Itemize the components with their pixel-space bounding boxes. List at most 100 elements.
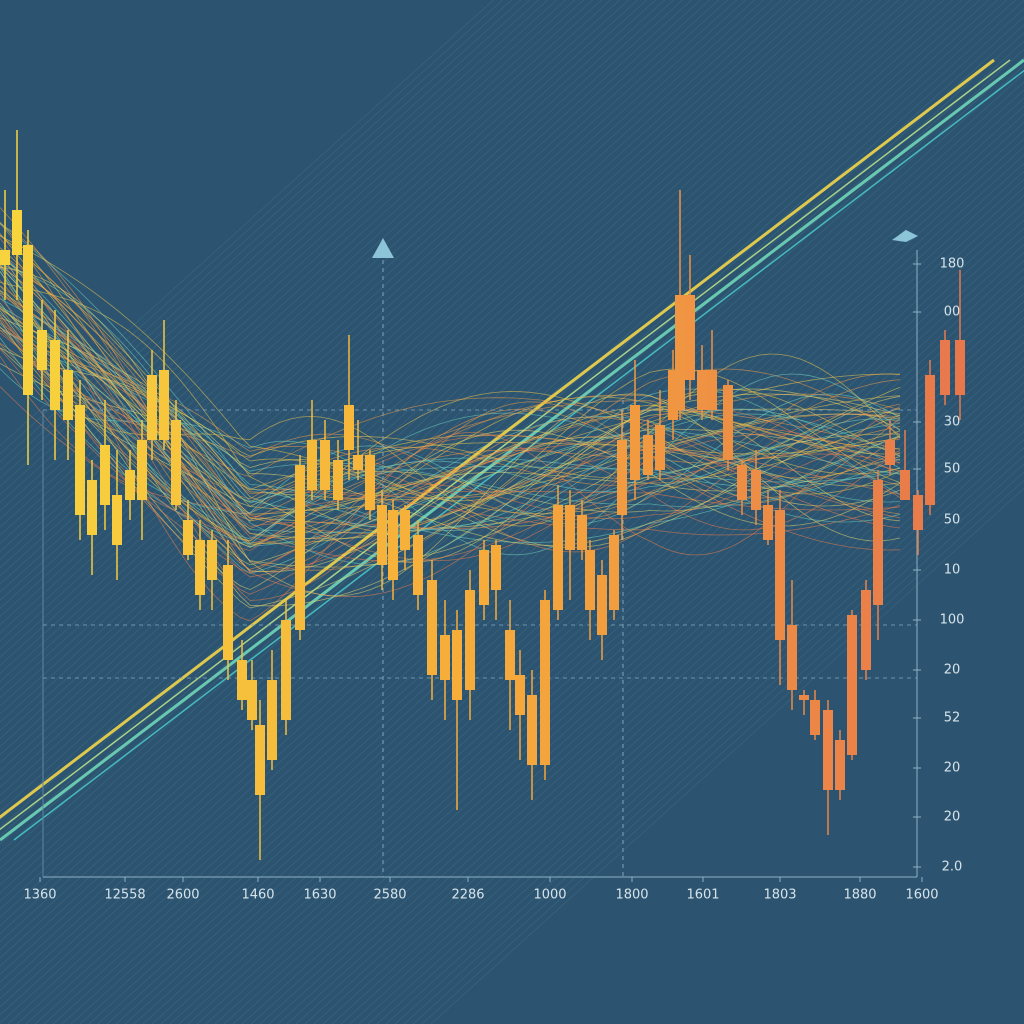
candle-body (137, 440, 147, 500)
hatch-line (295, 365, 1024, 1024)
y-tick-label: 100 (940, 613, 965, 628)
hatch-line (403, 463, 1024, 1024)
marker-arrow (372, 238, 394, 258)
hatch-line (0, 0, 540, 487)
hatch-line (0, 0, 774, 699)
candle-body (344, 405, 354, 450)
candle-body (377, 505, 387, 565)
hatch-line (0, 0, 810, 731)
hatch-line (7, 105, 1024, 1024)
hatch-line (0, 0, 549, 496)
candle-body (295, 465, 305, 630)
hatch-line (0, 0, 720, 650)
candle-body (183, 520, 193, 555)
wave-line (0, 310, 901, 609)
hatch-line (0, 0, 495, 447)
hatch-line (0, 0, 891, 804)
candle-body (479, 550, 489, 605)
candle-body (751, 470, 761, 510)
hatch-line (259, 333, 1024, 1024)
hatch-line (0, 0, 594, 536)
candle-body (823, 710, 833, 790)
candle-body (505, 630, 515, 680)
candle-body (400, 510, 410, 550)
candle-body (515, 675, 525, 715)
candle-body (491, 545, 501, 590)
wave-line (0, 222, 901, 544)
candle-body (597, 575, 607, 635)
y-tick-label: 30 (944, 415, 961, 430)
hatch-line (214, 292, 1024, 1024)
y-tick-label: 50 (944, 462, 961, 477)
candle-body (353, 455, 363, 470)
hatch-line (322, 390, 1024, 1024)
candle-body (171, 420, 181, 505)
x-tick-label: 1803 (763, 888, 796, 903)
y-tick-label: 10 (944, 563, 961, 578)
wave-line (0, 237, 901, 622)
candle-body (577, 515, 587, 550)
hatch-line (268, 341, 1024, 1024)
candle-body (63, 370, 73, 420)
hatch-line (430, 487, 1024, 1024)
candle-body (87, 480, 97, 535)
hatch-line (106, 195, 1024, 1024)
candle-body (707, 370, 717, 410)
hatch-line (340, 406, 1024, 1024)
candle-body (75, 405, 85, 515)
candle-body (12, 210, 22, 255)
hatch-line (0, 0, 927, 837)
candle-body (147, 375, 157, 440)
hatch-line (43, 138, 1024, 1024)
wave-line (0, 271, 901, 540)
candle-body (365, 455, 375, 510)
candle-body (723, 385, 733, 460)
hatch-line (349, 414, 1024, 1024)
y-tick-label: 2.0 (942, 860, 963, 875)
candle-body (465, 590, 475, 690)
wave-line (0, 337, 901, 545)
candle-body (630, 405, 640, 480)
candle-body (609, 535, 619, 610)
candle-body (925, 375, 935, 505)
hatch-line (0, 0, 567, 512)
candle-body (787, 625, 797, 690)
hatch-line (385, 447, 1024, 1024)
hatch-line (367, 431, 1024, 1024)
x-tick-label: 2286 (451, 888, 484, 903)
x-tick-label: 1360 (23, 888, 56, 903)
wave-line (0, 271, 901, 542)
candle-body (207, 540, 217, 580)
hatch-line (0, 0, 702, 634)
candle-body (247, 680, 257, 720)
candle-body (125, 470, 135, 500)
x-tick-label: 12558 (104, 888, 145, 903)
candle-body (112, 495, 122, 545)
wave-line (0, 235, 901, 515)
x-tick-label: 1460 (241, 888, 274, 903)
hatch-line (313, 382, 1024, 1024)
hatch-line (115, 203, 1024, 1024)
hatch-line (0, 0, 621, 561)
wave-line (0, 386, 901, 551)
x-tick-label: 2580 (373, 888, 406, 903)
x-tick-label: 1000 (533, 888, 566, 903)
marker-arrow (892, 230, 918, 242)
x-tick-label: 1800 (615, 888, 648, 903)
hatch-line (0, 0, 603, 544)
hatch-line (0, 0, 648, 585)
wave-line (0, 329, 901, 521)
candle-body (320, 440, 330, 490)
candle-body (617, 440, 627, 515)
candle-body (527, 695, 537, 765)
